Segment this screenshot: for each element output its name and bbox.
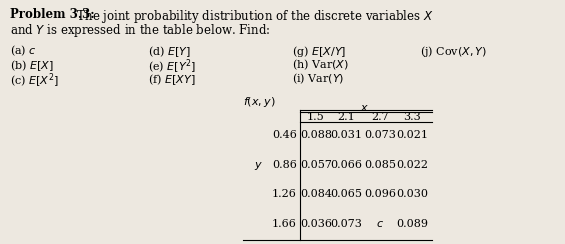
Text: (f) $E[XY]$: (f) $E[XY]$ — [148, 72, 195, 87]
Text: 1.26: 1.26 — [272, 189, 297, 199]
Text: (b) $E[X]$: (b) $E[X]$ — [10, 58, 54, 73]
Text: 0.031: 0.031 — [330, 130, 362, 140]
Text: 1.66: 1.66 — [272, 219, 297, 229]
Text: (j) Cov$(X,Y)$: (j) Cov$(X,Y)$ — [420, 44, 487, 59]
Text: $y$: $y$ — [254, 160, 263, 172]
Text: 0.073: 0.073 — [364, 130, 396, 140]
Text: 0.030: 0.030 — [396, 189, 428, 199]
Text: 1.5: 1.5 — [307, 112, 325, 122]
Text: (i) Var$(Y)$: (i) Var$(Y)$ — [292, 72, 344, 87]
Text: 0.46: 0.46 — [272, 130, 297, 140]
Text: $c$: $c$ — [376, 219, 384, 229]
Text: $f(x,y)$: $f(x,y)$ — [243, 95, 276, 109]
Text: (h) Var$(X)$: (h) Var$(X)$ — [292, 58, 349, 72]
Text: 0.088: 0.088 — [300, 130, 332, 140]
Text: 0.022: 0.022 — [396, 160, 428, 170]
Text: 0.085: 0.085 — [364, 160, 396, 170]
Text: The joint probability distribution of the discrete variables $X$: The joint probability distribution of th… — [73, 8, 433, 25]
Text: $x$: $x$ — [359, 103, 368, 113]
Text: 2.1: 2.1 — [337, 112, 355, 122]
Text: 0.036: 0.036 — [300, 219, 332, 229]
Text: (g) $E[X/Y]$: (g) $E[X/Y]$ — [292, 44, 346, 59]
Text: 2.7: 2.7 — [371, 112, 389, 122]
Text: and $Y$ is expressed in the table below. Find:: and $Y$ is expressed in the table below.… — [10, 22, 271, 39]
Text: (c) $E[X^2]$: (c) $E[X^2]$ — [10, 72, 59, 91]
Text: 0.073: 0.073 — [330, 219, 362, 229]
Text: 0.066: 0.066 — [330, 160, 362, 170]
Text: 0.096: 0.096 — [364, 189, 396, 199]
Text: 0.065: 0.065 — [330, 189, 362, 199]
Text: 0.057: 0.057 — [300, 160, 332, 170]
Text: 0.084: 0.084 — [300, 189, 332, 199]
Text: 0.021: 0.021 — [396, 130, 428, 140]
Text: 0.089: 0.089 — [396, 219, 428, 229]
Text: 0.86: 0.86 — [272, 160, 297, 170]
Text: (e) $E[Y^2]$: (e) $E[Y^2]$ — [148, 58, 197, 76]
Text: (a) $c$: (a) $c$ — [10, 44, 37, 59]
Text: (d) $E[Y]$: (d) $E[Y]$ — [148, 44, 191, 59]
Text: Problem 3.3:: Problem 3.3: — [10, 8, 94, 21]
Text: 3.3: 3.3 — [403, 112, 421, 122]
